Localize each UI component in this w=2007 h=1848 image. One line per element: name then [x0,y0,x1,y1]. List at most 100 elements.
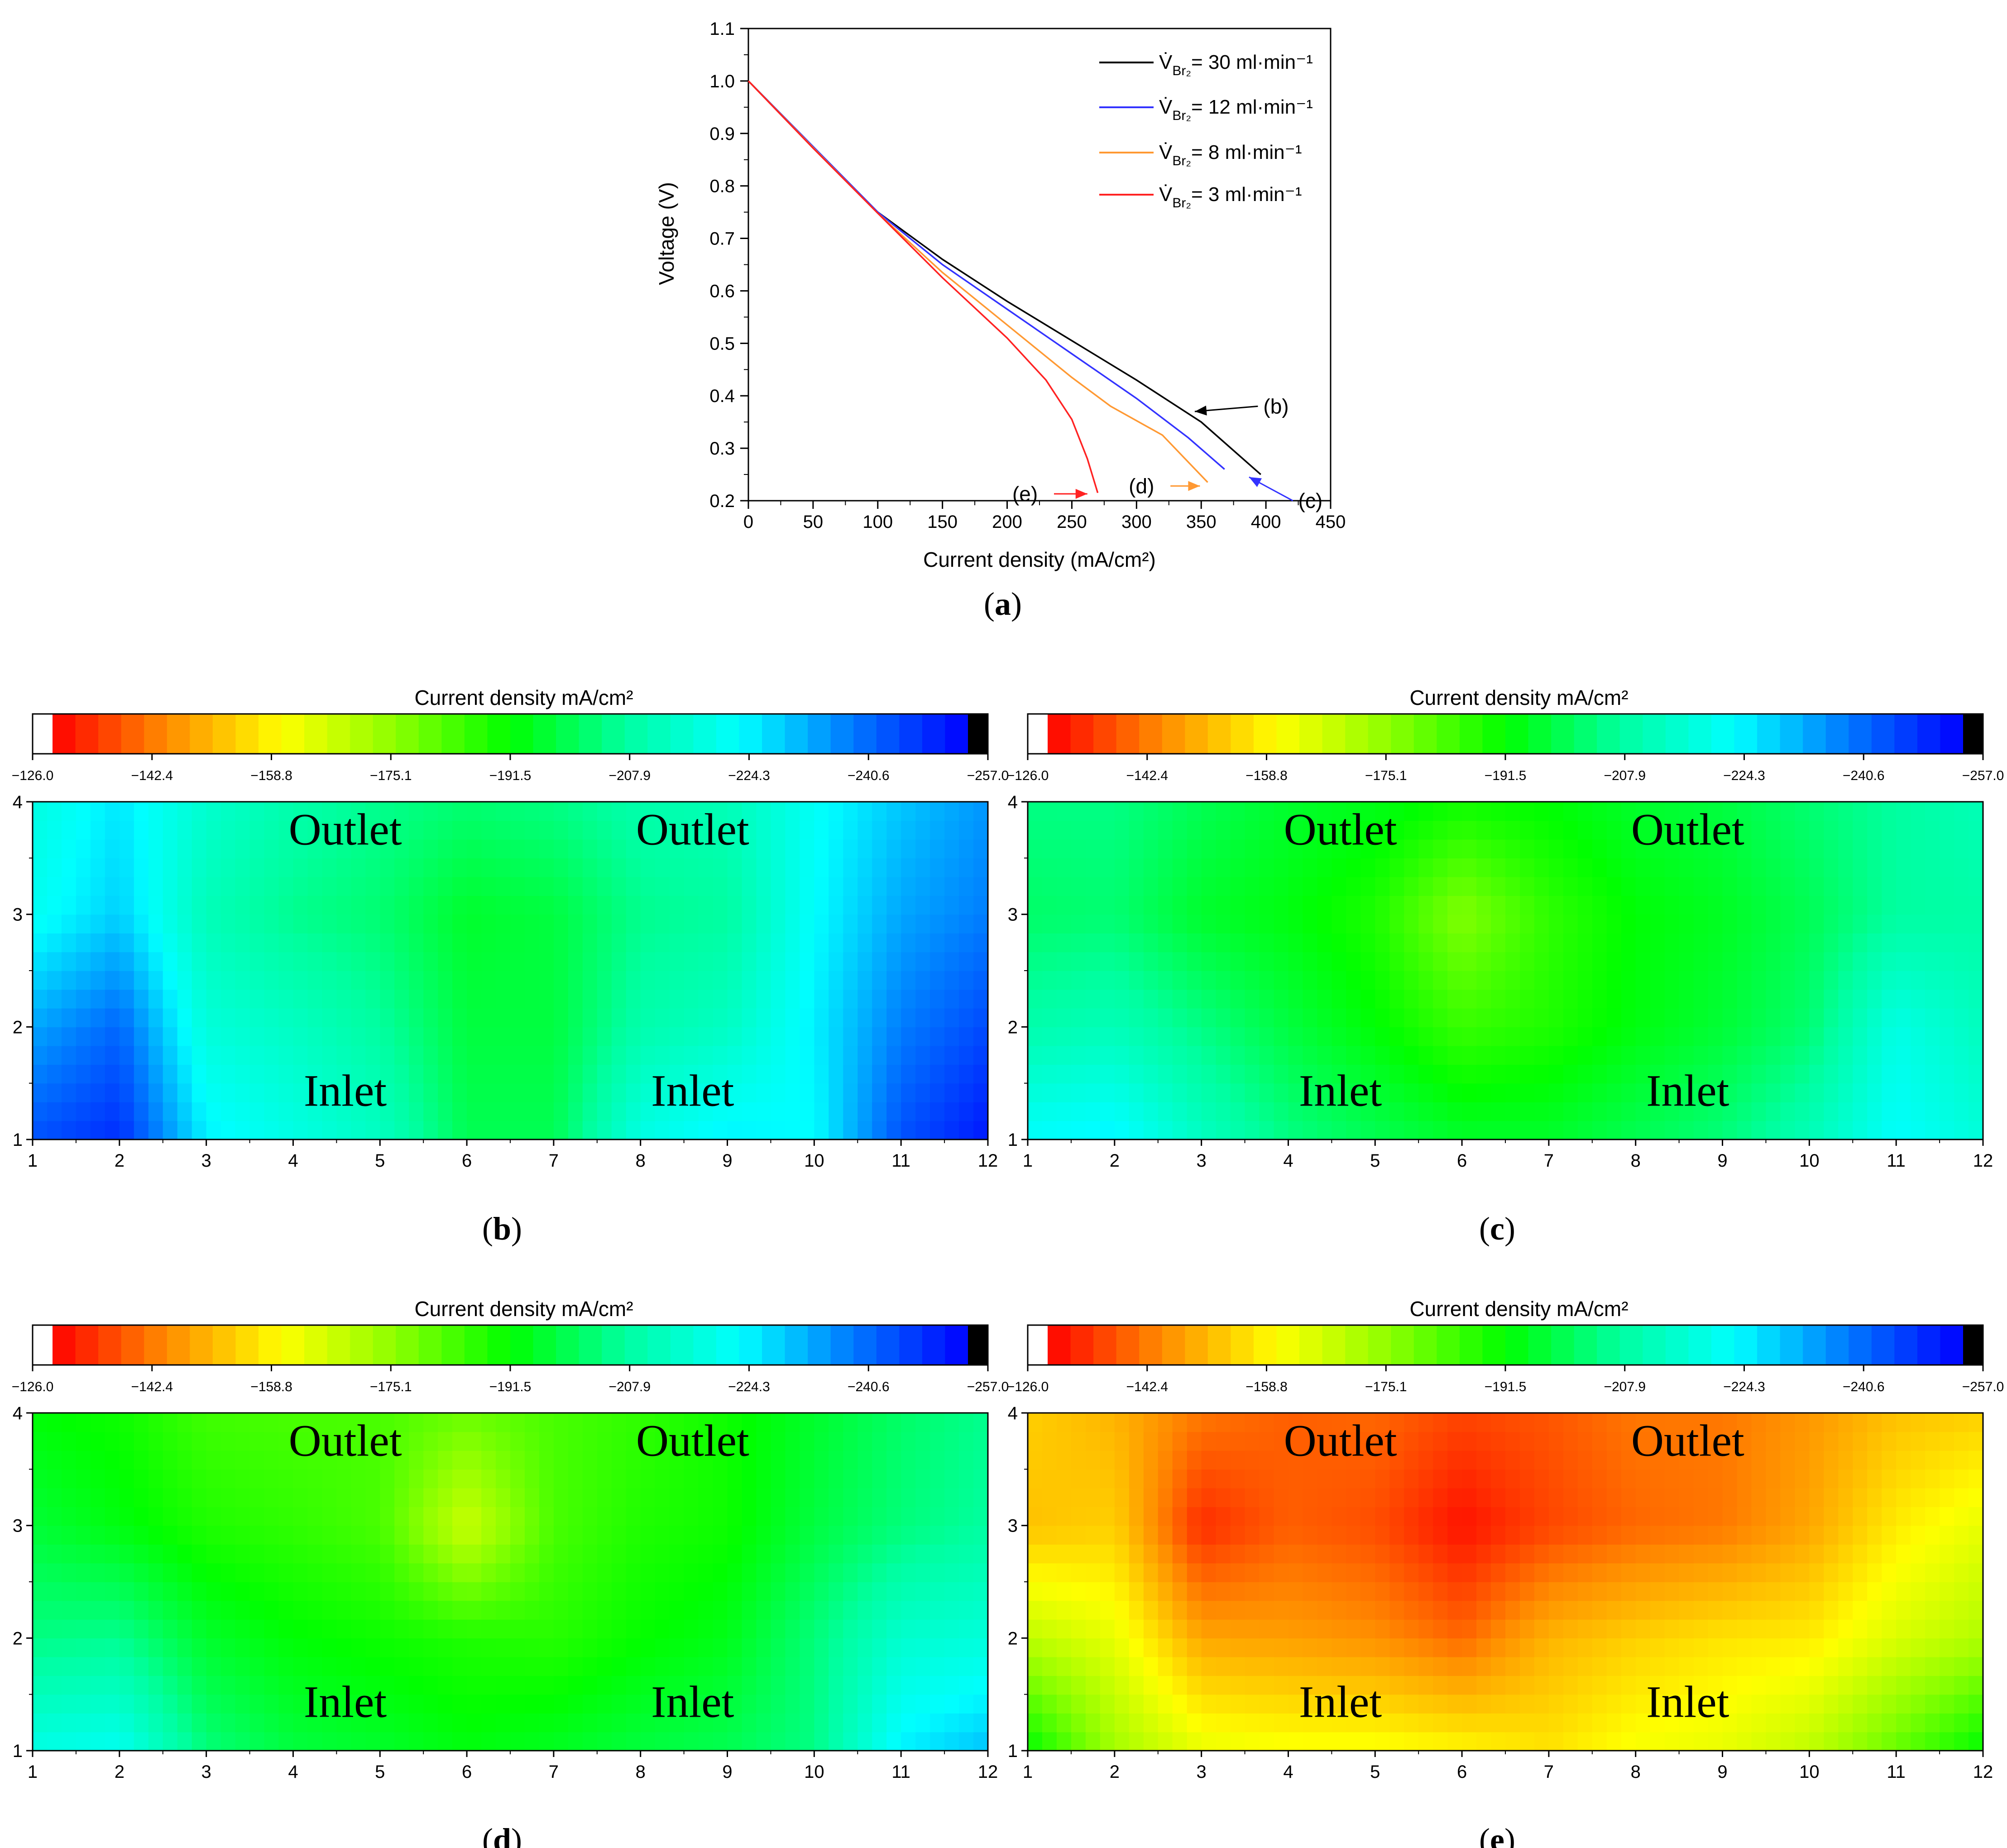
heatmap-cell [148,1656,163,1676]
heatmap-cell [1809,933,1825,953]
heatmap-cell [1708,839,1723,859]
heatmap-cell [626,1507,641,1526]
heatmap-cell [119,1488,134,1507]
heatmap-cell [771,1102,786,1121]
heatmap-cell [293,1120,308,1140]
heatmap-cell [1708,820,1723,840]
heatmap-cell [1143,1694,1159,1714]
heatmap-cell [915,1676,930,1695]
heatmap-cell [1592,802,1607,821]
heatmap-cell [1274,952,1289,971]
heatmap-cell [33,989,48,1009]
heatmap-cell [1940,1102,1954,1121]
heatmap-cell [771,1656,786,1676]
heatmap-cell [163,858,178,877]
heatmap-cell [915,802,930,821]
colorbar-segment [1207,714,1231,754]
heatmap-cell [134,1732,149,1751]
heatmap-cell [1882,971,1897,990]
heatmap-cell [843,1083,858,1102]
heatmap-cell [351,876,366,896]
heatmap-cell [525,1102,540,1121]
heatmap-cell [713,1469,728,1489]
heatmap-cell [278,1102,294,1121]
heatmap-cell [611,1600,627,1620]
heatmap-cell [1867,1713,1882,1733]
heatmap-cell [611,858,627,877]
heatmap-cell [973,839,988,859]
heatmap-cell [1911,1008,1926,1028]
heatmap-cell [438,933,453,953]
heatmap-cell [394,989,409,1009]
heatmap-cell [33,1450,48,1470]
heatmap-cell [843,1431,858,1451]
heatmap-cell [727,933,742,953]
heatmap-cell [1360,1083,1376,1102]
heatmap-cell [76,876,91,896]
heatmap-cell [611,1544,627,1564]
heatmap-cell [539,914,554,934]
heatmap-cell [1375,876,1390,896]
heatmap-cell [901,1045,916,1065]
heatmap-cell [90,1638,105,1657]
heatmap-cell [76,1694,91,1714]
heatmap-cell [872,820,887,840]
heatmap-cell [249,1507,265,1526]
heatmap-cell [206,858,221,877]
heatmap-cell [959,1638,974,1657]
heatmap-cell [264,820,279,840]
heatmap-cell [1780,876,1796,896]
heatmap-cell [539,895,554,915]
heatmap-cell [1737,1083,1752,1102]
heatmap-cell [438,1525,453,1545]
heatmap-cell [1418,876,1433,896]
heatmap-cell [1809,989,1825,1009]
heatmap-cell [249,1694,265,1714]
heatmap-cell [33,1713,48,1733]
heatmap-cell [1404,914,1419,934]
heatmap-cell [626,820,641,840]
heatmap-cell [1650,1027,1665,1046]
heatmap-cell [1418,1544,1433,1564]
heatmap-y-tick-label: 4 [1008,792,1018,812]
heatmap-cell [192,820,207,840]
heatmap-cell [944,1638,959,1657]
legend-entry-30: V̇Br₂= 30 ml·min⁻¹ [1159,51,1313,78]
heatmap-cell [1332,1732,1347,1751]
heatmap-cell [481,1507,496,1526]
heatmap-cell [1737,1525,1752,1545]
heatmap-cell [901,1102,916,1121]
heatmap-cell [1360,989,1376,1009]
colorbar-title: Current density mA/cm² [414,1297,633,1321]
colorbar-segment [464,1325,488,1365]
heatmap-cell [1548,914,1564,934]
heatmap-cell [611,1083,627,1102]
heatmap-cell [1505,1544,1520,1564]
heatmap-cell [568,989,583,1009]
heatmap-cell [1042,1008,1057,1028]
heatmap-cell [1911,1064,1926,1084]
heatmap-cell [423,1713,438,1733]
legend-entry-3: V̇Br₂= 3 ml·min⁻¹ [1159,183,1302,211]
heatmap-cell [1679,895,1694,915]
heatmap-cell [713,802,728,821]
heatmap-cell [1216,802,1231,821]
heatmap-cell [1548,1582,1564,1601]
heatmap-cell [33,1563,48,1582]
heatmap-cell [1751,1064,1767,1084]
heatmap-cell [1085,952,1101,971]
heatmap-cell [1360,1656,1376,1676]
heatmap-cell [1274,820,1289,840]
heatmap-cell [1693,1083,1709,1102]
heatmap-cell [307,1064,323,1084]
heatmap-cell [1809,914,1825,934]
heatmap-x-tick-label: 11 [891,1762,910,1782]
heatmap-cell [1491,1507,1506,1526]
heatmap-cell [1201,1732,1217,1751]
heatmap-cell [47,933,62,953]
heatmap-cell [1563,1656,1578,1676]
heatmap-cell [568,1732,583,1751]
heatmap-cell [1780,1525,1796,1545]
heatmap-cell [61,1582,77,1601]
heatmap-cell [698,1102,714,1121]
